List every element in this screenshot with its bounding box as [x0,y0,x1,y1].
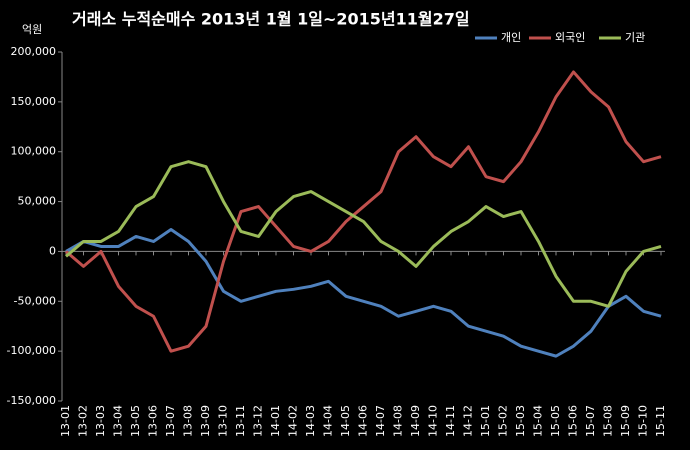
x-tick-label: 14-02 [287,405,300,437]
x-tick-label: 14-06 [357,405,370,437]
y-tick-label: -150,000 [7,394,56,407]
x-tick-label: 14-05 [339,405,352,437]
x-tick-label: 14-12 [462,405,475,437]
x-tick-label: 13-05 [129,405,142,437]
x-tick-label: 14-10 [427,405,440,437]
x-tick-label: 13-07 [164,405,177,437]
y-tick-label: 150,000 [11,95,57,108]
x-tick-label: 13-08 [182,405,195,437]
x-tick-label: 15-10 [637,405,650,437]
unit-label: 억원 [22,23,42,36]
y-tick-label: 50,000 [18,195,57,208]
x-tick-label: 13-06 [147,405,160,437]
x-tick-label: 15-05 [549,405,562,437]
x-tick-label: 13-02 [77,405,90,437]
x-tick-label: 15-01 [479,405,492,437]
x-tick-label: 14-01 [269,405,282,437]
x-tick-label: 14-08 [392,405,405,437]
x-tick-label: 13-09 [199,405,212,437]
y-tick-label: 200,000 [11,45,57,58]
x-tick-label: 13-03 [94,405,107,437]
x-tick-label: 14-04 [322,405,335,437]
x-tick-label: 13-04 [112,405,125,437]
chart-title: 거래소 누적순매수 2013년 1월 1일~2015년11월27일 [72,10,470,29]
x-tick-label: 15-06 [567,405,580,437]
y-tick-label: -50,000 [14,294,56,307]
x-tick-label: 15-04 [532,405,545,437]
series-line [65,70,662,353]
legend-label: 외국인 [555,31,585,44]
x-tick-label: 14-07 [374,405,387,437]
y-tick-label: -100,000 [7,344,56,357]
x-tick-label: 14-11 [444,405,457,437]
legend-label: 기관 [625,31,645,44]
x-tick-label: 15-11 [654,405,667,437]
x-tick-label: 15-03 [514,405,527,437]
x-tick-label: 14-03 [304,405,317,437]
x-tick-label: 13-01 [59,405,72,437]
x-tick-label: 13-10 [217,405,230,437]
x-tick-label: 15-07 [584,405,597,437]
y-tick-label: 100,000 [11,145,57,158]
x-tick-label: 14-09 [409,405,422,437]
y-tick-label: 0 [49,244,56,257]
legend-label: 개인 [501,31,521,44]
x-tick-label: 13-11 [234,405,247,437]
x-tick-label: 15-08 [602,405,615,437]
series-line [65,227,662,358]
x-tick-label: 15-02 [497,405,510,437]
series-line [65,160,662,308]
x-tick-label: 13-12 [252,405,265,437]
x-tick-label: 15-09 [619,405,632,437]
